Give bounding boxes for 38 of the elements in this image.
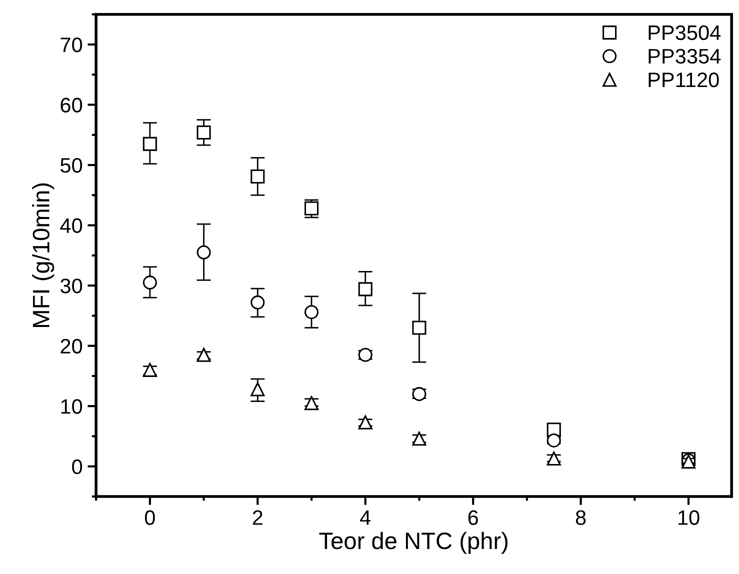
point bbox=[196, 245, 211, 260]
y-tick-label: 70 bbox=[60, 37, 82, 52]
point bbox=[142, 362, 157, 377]
point bbox=[546, 452, 561, 466]
y-tick-label: 10 bbox=[61, 399, 82, 414]
y-tick-label: 50 bbox=[60, 158, 82, 173]
point bbox=[250, 382, 265, 396]
point bbox=[546, 433, 561, 448]
x-tick-label: 4 bbox=[360, 510, 371, 525]
point bbox=[304, 305, 319, 320]
y-tick-label: 0 bbox=[72, 459, 82, 474]
y-tick-label: 60 bbox=[60, 98, 82, 113]
point bbox=[412, 320, 426, 335]
point bbox=[196, 125, 211, 140]
point bbox=[250, 295, 265, 310]
point bbox=[142, 276, 157, 290]
point bbox=[250, 169, 265, 184]
x-tick-label: 2 bbox=[252, 510, 262, 525]
y-tick-label: 40 bbox=[60, 218, 82, 234]
point bbox=[304, 396, 319, 410]
point bbox=[412, 432, 426, 446]
point bbox=[196, 348, 211, 362]
legend-label: PP1120 bbox=[648, 72, 719, 88]
x-tick-label: 8 bbox=[576, 510, 586, 526]
y-tick-label: 20 bbox=[60, 338, 82, 354]
x-tick-label: 0 bbox=[144, 510, 155, 526]
point bbox=[358, 282, 372, 296]
point bbox=[412, 387, 426, 402]
point bbox=[358, 415, 372, 430]
point bbox=[304, 201, 319, 216]
y-tick-label: 30 bbox=[60, 278, 82, 294]
x-axis-title: Teor de NTC (phr) bbox=[319, 532, 508, 554]
legend-label: PP3354 bbox=[648, 48, 721, 64]
legend-label: PP3504 bbox=[648, 25, 721, 40]
y-axis-title: MFI (g/10min) bbox=[32, 183, 54, 327]
point bbox=[142, 136, 157, 151]
x-tick-label: 6 bbox=[468, 510, 478, 526]
x-tick-label: 10 bbox=[678, 510, 700, 526]
